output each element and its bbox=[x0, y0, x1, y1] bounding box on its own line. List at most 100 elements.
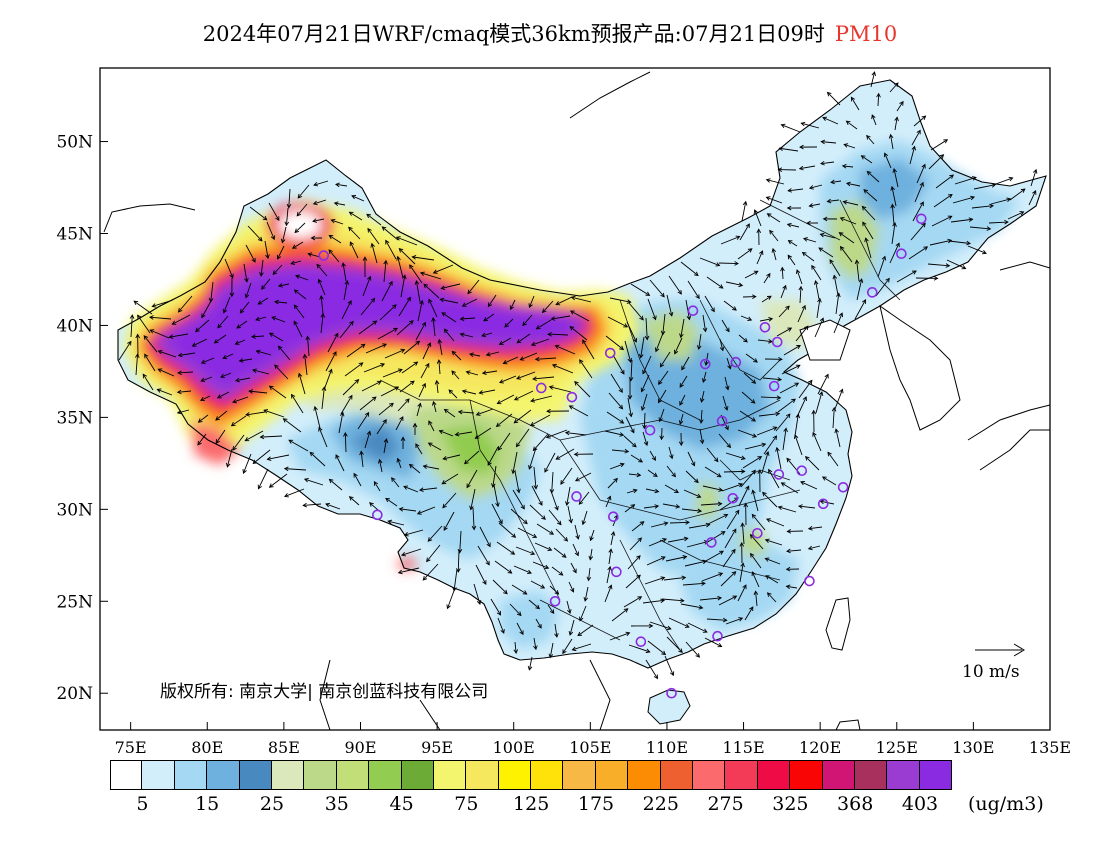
wind-arrow-head bbox=[548, 385, 554, 390]
wind-arrow bbox=[627, 397, 632, 417]
colorbar-swatch bbox=[563, 760, 596, 790]
wind-arrow bbox=[862, 206, 876, 221]
wind-arrow bbox=[409, 464, 421, 474]
wind-arrow-head bbox=[578, 500, 584, 505]
wind-arrow bbox=[192, 338, 208, 347]
wind-arrow-head bbox=[804, 325, 809, 331]
wind-arrow bbox=[486, 351, 500, 356]
wind-arrow-head bbox=[283, 493, 289, 498]
wind-arrow-head bbox=[403, 485, 409, 490]
wind-arrow-head bbox=[793, 434, 799, 440]
wind-arrow-head bbox=[469, 352, 474, 357]
wind-arrow bbox=[439, 430, 454, 437]
wind-arrow bbox=[661, 598, 684, 602]
wind-arrow-head bbox=[248, 389, 254, 394]
wind-arrow bbox=[948, 240, 971, 244]
wind-arrow-head bbox=[822, 116, 828, 121]
wind-arrow bbox=[512, 489, 525, 510]
wind-arrow bbox=[579, 605, 587, 621]
wind-arrow bbox=[799, 286, 802, 304]
wind-arrow bbox=[448, 389, 458, 399]
wind-arrow bbox=[992, 177, 1013, 186]
wind-arrow bbox=[395, 416, 404, 431]
wind-arrow bbox=[308, 253, 321, 258]
wind-arrow bbox=[285, 207, 289, 226]
wind-arrow bbox=[258, 297, 269, 305]
wind-arrow bbox=[510, 508, 528, 524]
wind-arrow bbox=[464, 450, 480, 465]
wind-arrow-head bbox=[710, 307, 715, 313]
wind-arrow-head bbox=[661, 650, 667, 656]
wind-arrow-head bbox=[824, 373, 829, 379]
wind-arrow bbox=[706, 447, 719, 462]
wind-arrow-head bbox=[259, 272, 264, 277]
wind-arrow bbox=[607, 316, 628, 328]
wind-arrow-head bbox=[513, 396, 519, 401]
wind-arrow bbox=[267, 454, 290, 460]
wind-arrow-head bbox=[858, 278, 864, 284]
wind-arrow-head bbox=[135, 353, 140, 358]
lat-label: 25N bbox=[56, 592, 93, 612]
wind-arrow-head bbox=[286, 203, 292, 209]
wind-arrow bbox=[195, 319, 210, 332]
wind-arrow bbox=[755, 591, 758, 607]
wind-arrow-head bbox=[894, 82, 899, 88]
wind-arrow bbox=[251, 335, 265, 338]
wind-arrow bbox=[491, 503, 503, 524]
wind-arrow bbox=[669, 521, 690, 524]
wind-arrow bbox=[779, 382, 799, 394]
wind-arrow-head bbox=[1008, 176, 1014, 182]
wind-arrow-head bbox=[660, 576, 666, 581]
wind-arrow bbox=[547, 604, 555, 614]
wind-arrow bbox=[340, 395, 353, 415]
wind-arrow bbox=[569, 405, 589, 417]
wind-arrow bbox=[304, 478, 324, 486]
wind-arrow bbox=[809, 203, 821, 207]
wind-arrow bbox=[935, 174, 954, 189]
wind-arrow bbox=[546, 429, 568, 439]
wind-arrow-head bbox=[939, 154, 945, 159]
wind-arrow bbox=[249, 206, 268, 221]
lon-label: 130E bbox=[952, 738, 994, 757]
wind-arrow-head bbox=[257, 484, 262, 490]
wind-arrow bbox=[704, 466, 722, 478]
wind-arrow bbox=[515, 546, 535, 555]
wind-arrow-head bbox=[177, 352, 183, 358]
wind-arrow-head bbox=[642, 424, 647, 430]
wind-arrow-head bbox=[302, 502, 308, 508]
wind-arrow bbox=[584, 586, 589, 602]
wind-arrow-head bbox=[654, 347, 660, 353]
wind-arrow bbox=[232, 434, 245, 451]
wind-arrow-head bbox=[438, 429, 444, 435]
wind-arrow bbox=[379, 459, 383, 473]
colorbar-label: 35 bbox=[324, 793, 349, 815]
colorbar-swatch bbox=[628, 760, 661, 790]
wind-arrow bbox=[443, 511, 455, 531]
wind-arrow-head bbox=[695, 653, 701, 658]
wind-arrow-head bbox=[320, 312, 326, 318]
wind-arrow bbox=[274, 364, 289, 380]
wind-arrow bbox=[380, 386, 399, 397]
wind-arrow-head bbox=[481, 370, 487, 376]
station-marker bbox=[635, 636, 647, 648]
wind-arrow-head bbox=[947, 238, 953, 244]
wind-arrow-head bbox=[796, 344, 801, 350]
wind-arrow bbox=[342, 379, 359, 396]
wind-arrow bbox=[699, 597, 722, 601]
wind-arrow-head bbox=[618, 388, 623, 393]
wind-arrow bbox=[896, 101, 904, 112]
wind-arrow bbox=[574, 381, 591, 398]
wind-arrow-head bbox=[933, 276, 939, 281]
wind-arrow bbox=[428, 442, 442, 451]
wind-arrow bbox=[457, 549, 460, 572]
wind-arrow-head bbox=[398, 247, 404, 253]
station-marker bbox=[730, 356, 742, 368]
station-marker bbox=[666, 687, 677, 699]
wind-arrow-head bbox=[890, 203, 895, 209]
station-marker bbox=[796, 465, 808, 477]
wind-arrow-head bbox=[681, 575, 687, 581]
wind-arrow bbox=[589, 548, 593, 560]
wind-arrow-head bbox=[829, 259, 834, 264]
wind-arrow bbox=[397, 398, 410, 412]
wind-arrow bbox=[470, 488, 476, 510]
